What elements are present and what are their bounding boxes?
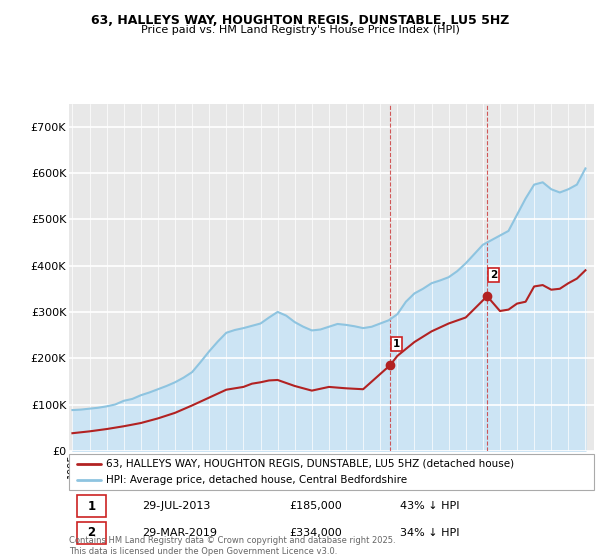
Text: £185,000: £185,000	[290, 501, 342, 511]
FancyBboxPatch shape	[77, 495, 106, 517]
Text: 2: 2	[87, 526, 95, 539]
Text: 2: 2	[490, 270, 497, 279]
Text: Price paid vs. HM Land Registry's House Price Index (HPI): Price paid vs. HM Land Registry's House …	[140, 25, 460, 35]
Text: HPI: Average price, detached house, Central Bedfordshire: HPI: Average price, detached house, Cent…	[106, 475, 407, 485]
FancyBboxPatch shape	[77, 521, 106, 544]
Text: 1: 1	[87, 500, 95, 512]
Text: 34% ↓ HPI: 34% ↓ HPI	[400, 528, 459, 538]
Text: 43% ↓ HPI: 43% ↓ HPI	[400, 501, 459, 511]
Text: 29-MAR-2019: 29-MAR-2019	[143, 528, 218, 538]
Text: 1: 1	[393, 339, 400, 349]
Text: £334,000: £334,000	[290, 528, 342, 538]
Text: 29-JUL-2013: 29-JUL-2013	[143, 501, 211, 511]
Text: 63, HALLEYS WAY, HOUGHTON REGIS, DUNSTABLE, LU5 5HZ (detached house): 63, HALLEYS WAY, HOUGHTON REGIS, DUNSTAB…	[106, 459, 514, 469]
Text: Contains HM Land Registry data © Crown copyright and database right 2025.
This d: Contains HM Land Registry data © Crown c…	[69, 536, 395, 556]
Text: 63, HALLEYS WAY, HOUGHTON REGIS, DUNSTABLE, LU5 5HZ: 63, HALLEYS WAY, HOUGHTON REGIS, DUNSTAB…	[91, 14, 509, 27]
